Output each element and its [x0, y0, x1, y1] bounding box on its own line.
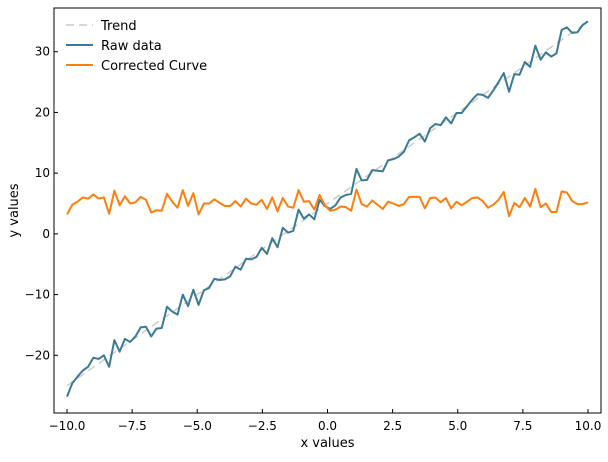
y-tick-label: 30: [35, 45, 50, 59]
x-tick-label: 10.0: [575, 419, 602, 433]
y-tick-label: −10: [25, 288, 50, 302]
x-axis-label: x values: [300, 436, 354, 451]
legend-label: Raw data: [101, 39, 162, 54]
legend-label: Trend: [100, 19, 137, 34]
x-tick-label: 2.5: [383, 419, 402, 433]
x-tick-label: −10.0: [49, 419, 86, 433]
y-tick-label: −20: [25, 348, 50, 362]
x-tick-label: 7.5: [513, 419, 532, 433]
x-tick-label: −7.5: [118, 419, 147, 433]
series-line-trend: [66, 20, 589, 387]
x-tick-label: 5.0: [448, 419, 467, 433]
x-tick-label: 0.0: [318, 419, 337, 433]
x-tick-label: −2.5: [248, 419, 277, 433]
y-tick-label: 10: [35, 166, 50, 180]
legend: Trend Raw data Corrected Curve: [66, 19, 207, 74]
legend-label: Corrected Curve: [101, 59, 207, 74]
y-tick-label: 20: [35, 105, 50, 119]
x-tick-label: −5.0: [183, 419, 212, 433]
series-line-corrected-curve: [66, 187, 589, 218]
y-tick-label: 0: [42, 227, 50, 241]
y-axis-label: y values: [7, 183, 22, 237]
